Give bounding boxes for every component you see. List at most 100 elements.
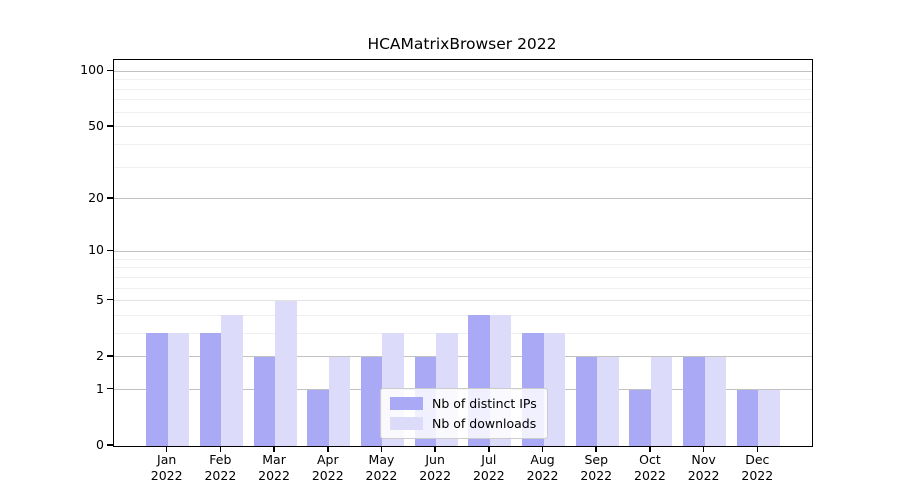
x-tick-label: Apr 2022	[296, 452, 360, 484]
y-tick-label: 0	[96, 437, 104, 452]
y-tick-label: 20	[88, 189, 104, 205]
x-tick-mark	[219, 446, 222, 452]
x-tick-label: Oct 2022	[618, 452, 682, 484]
legend: Nb of distinct IPs Nb of downloads	[380, 388, 548, 439]
bar-distinct-ips	[253, 356, 276, 446]
y-tick-mark	[107, 444, 113, 446]
x-tick-label: May 2022	[349, 452, 413, 484]
x-tick-month: Jun	[425, 452, 445, 467]
x-tick-month: Apr	[316, 452, 339, 467]
bar-downloads	[704, 356, 727, 446]
x-tick-mark	[327, 446, 329, 452]
chart-title: HCAMatrixBrowser 2022	[367, 35, 557, 53]
gridline	[114, 144, 812, 146]
x-tick-month: Mar	[262, 452, 286, 467]
gridline	[114, 267, 812, 269]
x-tick-month: May	[368, 452, 395, 467]
gridline	[114, 258, 812, 260]
gridline	[114, 276, 812, 278]
x-tick-mark	[702, 446, 705, 452]
x-tick-year: 2022	[150, 468, 183, 483]
bar-distinct-ips	[575, 356, 598, 446]
x-tick-year: 2022	[204, 468, 237, 483]
x-tick-label: Sep 2022	[564, 452, 628, 484]
y-tick-mark	[107, 125, 113, 127]
bar-distinct-ips	[307, 389, 329, 446]
x-tick-mark	[273, 446, 275, 452]
bar-downloads	[650, 356, 673, 446]
y-tick-label: 5	[96, 291, 104, 307]
bar-downloads	[597, 356, 619, 446]
legend-swatch	[390, 417, 423, 430]
x-tick-year: 2022	[526, 468, 559, 483]
x-tick-label: Feb 2022	[188, 452, 252, 484]
bar-distinct-ips	[629, 389, 651, 446]
legend-label: Nb of distinct IPs	[432, 396, 537, 411]
x-tick-month: Aug	[530, 452, 555, 467]
x-tick-year: 2022	[311, 468, 344, 483]
bar-downloads	[543, 333, 566, 446]
gridline	[114, 198, 812, 200]
gridline	[114, 250, 812, 252]
y-tick-label: 10	[88, 242, 104, 258]
x-tick-month: Feb	[209, 452, 232, 467]
gridline	[114, 79, 812, 81]
gridline	[114, 99, 812, 101]
y-tick-mark	[107, 69, 113, 72]
x-tick-month: Nov	[691, 452, 716, 467]
x-tick-label: Mar 2022	[242, 452, 306, 484]
x-tick-year: 2022	[472, 468, 505, 483]
gridline	[114, 70, 812, 72]
gridline	[114, 287, 812, 289]
bar-distinct-ips	[146, 333, 168, 446]
gridline	[114, 88, 812, 90]
y-tick-mark	[107, 387, 113, 390]
x-tick-month: Dec	[745, 452, 770, 467]
x-tick-label: Nov 2022	[672, 452, 736, 484]
y-tick-mark	[107, 249, 113, 252]
gridline	[114, 332, 812, 334]
x-tick-month: Jan	[157, 452, 177, 467]
bar-distinct-ips	[683, 356, 705, 446]
x-tick-mark	[380, 446, 383, 452]
bar-downloads	[275, 300, 297, 446]
x-tick-year: 2022	[741, 468, 774, 483]
y-tick-label: 50	[88, 117, 104, 133]
y-tick-mark	[107, 298, 113, 301]
bar-distinct-ips	[360, 356, 383, 446]
x-tick-month: Oct	[639, 452, 661, 467]
x-tick-year: 2022	[419, 468, 452, 483]
x-tick-year: 2022	[580, 468, 613, 483]
x-tick-label: Aug 2022	[511, 452, 575, 484]
x-tick-label: Jan 2022	[135, 452, 199, 484]
x-tick-month: Sep	[584, 452, 608, 467]
bar-downloads	[167, 333, 190, 446]
gridline	[114, 126, 812, 128]
bar-distinct-ips	[736, 389, 759, 446]
x-tick-year: 2022	[634, 468, 666, 483]
y-tick-label: 100	[80, 62, 104, 78]
y-tick-mark	[107, 355, 113, 357]
x-tick-mark	[541, 446, 544, 452]
gridline	[114, 300, 812, 302]
bar-downloads	[758, 389, 780, 446]
x-tick-mark	[434, 446, 436, 452]
x-tick-mark	[165, 446, 168, 452]
bar-downloads	[221, 315, 243, 446]
y-tick-label: 1	[96, 380, 104, 396]
gridline	[114, 314, 812, 316]
x-tick-label: Dec 2022	[725, 452, 789, 484]
x-tick-mark	[649, 446, 651, 452]
plot-area: Nb of distinct IPs Nb of downloads	[113, 59, 813, 447]
x-tick-label: Jun 2022	[403, 452, 467, 484]
x-tick-mark	[595, 446, 597, 452]
y-tick-label: 2	[96, 347, 104, 363]
gridline	[114, 166, 812, 168]
bar-downloads	[328, 356, 351, 446]
x-tick-mark	[488, 446, 490, 452]
x-tick-year: 2022	[258, 468, 290, 483]
bar-distinct-ips	[199, 333, 222, 446]
x-tick-mark	[756, 446, 759, 452]
y-tick-mark	[107, 197, 113, 199]
